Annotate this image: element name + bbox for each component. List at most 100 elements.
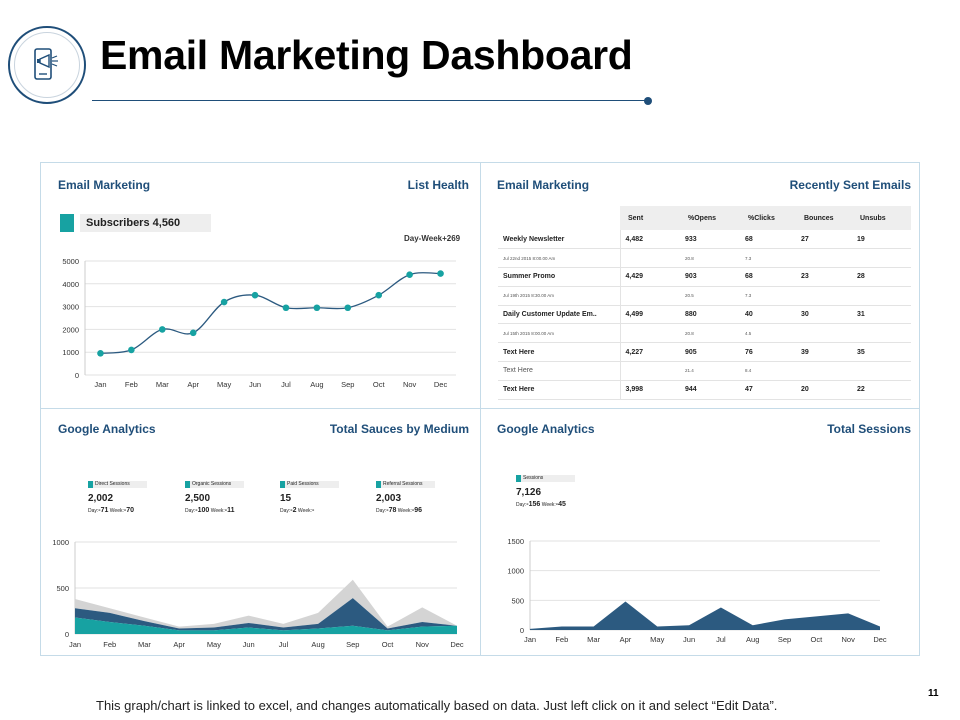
bounces-cell: 27 [796,230,852,250]
subscribers-swatch [60,214,74,232]
opens-cell: 944 [680,380,740,400]
subscribers-point [128,346,135,354]
bounces-cell: 23 [796,267,852,287]
subscribers-point [375,291,383,299]
panel-divider-vertical [480,162,481,656]
panel-divider-horizontal [40,408,920,409]
total-sessions-x-tick-label: Nov [842,635,856,644]
sessions-by-medium-x-tick-label: Apr [173,640,185,649]
clicks-rate: 7.3 [740,248,796,269]
table-header-cell: Bounces [796,206,852,230]
total-sessions-x-tick-label: Mar [587,635,600,644]
sessions-area [530,601,880,630]
sent-cell: 4,482 [619,230,680,250]
total-sessions-x-tick-label: Feb [555,635,568,644]
total-sessions-y-tick-label: 500 [511,596,524,605]
organic-sessions-area [75,598,457,631]
total-sessions-x-tick-label: Jan [524,635,536,644]
table-subrow: Text Here 21.4 8.4 [498,361,911,381]
subscribers-point [97,350,104,357]
direct-sessions-change: Day:-71 Week:-70 [88,507,135,514]
sessions-by-medium-x-tick-label: Mar [138,640,151,649]
bounces-cell: 30 [796,305,852,325]
total-sessions-x-tick-label: Jun [683,635,695,644]
total-sessions-x-tick-label: Sep [778,635,791,644]
bounces-cell: 39 [796,342,852,363]
table-subrow: Jul 15th 2015 8:00.00 Am 20.8 4.5 [498,323,911,344]
list-health-x-tick-label: Aug [310,380,323,389]
clicks-rate: 4.5 [740,323,796,344]
clicks-cell: 47 [740,380,796,400]
direct-sessions-label: Direct Sessions [93,481,147,488]
unsubs-cell: 19 [852,230,911,250]
list-health-x-tick-label: Jun [249,380,261,389]
recent-emails-panel-left-title: Email Marketing [497,178,590,192]
sent-cell: 4,499 [619,305,680,325]
table-header-cell: Sent [620,206,680,230]
sessions-by-medium-x-tick-label: Sep [346,640,359,649]
email-date: Text Here [498,361,620,381]
subscribers-label: Subscribers 4,560 [80,214,211,232]
total-sessions-y-tick-label: 0 [520,626,524,635]
total-sessions-x-tick-label: Dec [873,635,887,644]
sessions-by-medium-x-tick-label: Nov [416,640,430,649]
table-subrow: Jul 19th 2015 8:30.00 Am 20.5 7.3 [498,286,911,306]
sessions-by-medium-x-tick-label: Jul [279,640,289,649]
sessions-by-medium-y-tick-label: 1000 [52,538,69,547]
opens-rate: 20.5 [680,286,740,306]
day-week-label: Day-Week+269 [404,234,461,243]
paid-sessions-change: Day:-2 Week:- [280,507,315,514]
list-health-x-tick-label: Apr [187,380,199,389]
paid-sessions-value: 15 [280,493,292,504]
clicks-cell: 40 [740,305,796,325]
email-name: Summer Promo [498,267,620,287]
sources-panel-right-title: Total Sauces by Medium [329,422,469,436]
email-name: Daily Customer Update Em.. [498,305,620,325]
list-health-x-tick-label: Jan [94,380,106,389]
organic-sessions-swatch [185,481,190,488]
table-row: Daily Customer Update Em.. 4,499 880 40 … [498,305,911,325]
list-health-panel-right-title: List Health [407,178,469,192]
sessions-by-medium-y-tick-label: 500 [56,584,69,593]
clicks-rate: 8.4 [740,361,796,381]
sessions-label: Sessions [521,475,575,482]
list-health-y-tick-label: 5000 [62,257,79,266]
subscribers-point [251,291,259,299]
header-logo [8,26,86,104]
recent-emails-table: Sent %Opens %Clicks Bounces Unsubs Weekl… [498,206,911,400]
table-row: Text Here 4,227 905 76 39 35 [498,342,911,363]
opens-cell: 933 [680,230,740,250]
sessions-change: Day:-156 Week:-45 [516,501,566,508]
opens-rate: 20.8 [680,248,740,269]
sessions-panel-left-title: Google Analytics [497,422,595,436]
organic-sessions-change: Day:-100 Week:-11 [185,507,235,514]
table-header-cell: %Opens [680,206,740,230]
title-underline-dot [644,97,652,105]
subscribers-point [313,304,321,312]
list-health-panel-left-title: Email Marketing [58,178,151,192]
opens-rate: 20.8 [680,323,740,344]
list-health-x-tick-label: Sep [341,380,354,389]
table-row: Summer Promo 4,429 903 68 23 28 [498,267,911,287]
bounces-cell: 20 [796,380,852,400]
recent-emails-panel-right-title: Recently Sent Emails [789,178,911,192]
sources-panel-left-title: Google Analytics [58,422,156,436]
referral-sessions-area [75,579,457,629]
total-sessions-y-tick-label: 1000 [507,567,524,576]
total-sessions-y-tick-label: 1500 [507,537,524,546]
list-health-y-tick-label: 4000 [62,280,79,289]
opens-cell: 880 [680,305,740,325]
unsubs-cell: 35 [852,342,911,363]
sent-cell: 3,998 [619,380,680,400]
list-health-x-tick-label: Dec [434,380,448,389]
sessions-by-medium-x-tick-label: Jun [243,640,255,649]
unsubs-cell: 31 [852,305,911,325]
table-header-blank [498,206,620,230]
megaphone-phone-icon [34,48,58,80]
unsubs-cell: 22 [852,380,911,400]
email-name: Text Here [498,380,620,400]
title-underline [92,100,648,101]
subscribers-point [158,326,166,333]
list-health-x-tick-label: Oct [373,380,386,389]
